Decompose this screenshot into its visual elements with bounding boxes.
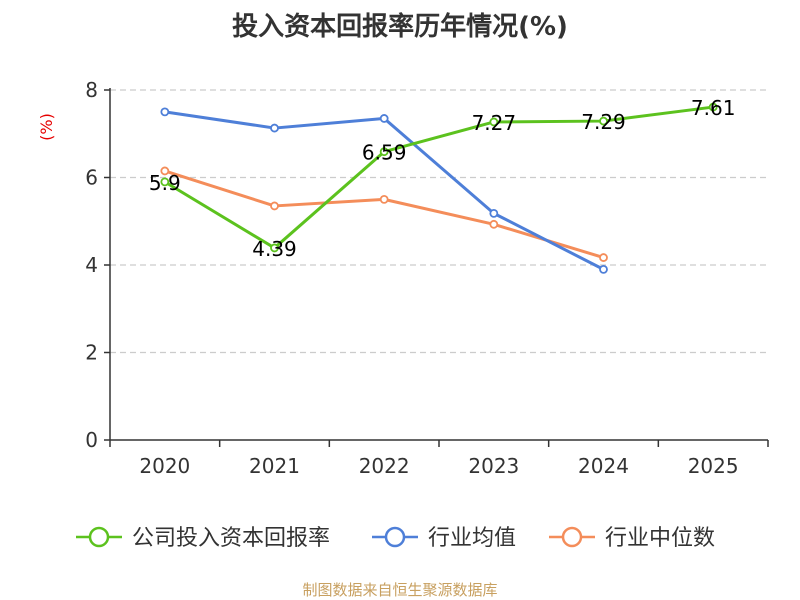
x-tick-label: 2024 xyxy=(578,454,629,478)
y-tick-label: 6 xyxy=(85,166,98,190)
data-label: 4.39 xyxy=(252,237,297,261)
y-tick-label: 4 xyxy=(85,253,98,277)
data-point xyxy=(379,147,389,157)
data-point xyxy=(379,114,389,123)
data-label: 6.59 xyxy=(362,141,407,165)
data-point xyxy=(160,177,170,187)
data-labels: 5.9 4.39 6.59 7.27 7.29 7.61 xyxy=(149,96,736,261)
chart-title: 投入资本回报率历年情况(%) xyxy=(232,12,568,42)
data-point xyxy=(489,117,499,127)
data-point xyxy=(599,264,608,274)
series-line-2 xyxy=(164,169,604,259)
x-tick-label: 2023 xyxy=(468,454,519,478)
x-tick-label: 2021 xyxy=(249,454,300,478)
data-point xyxy=(379,194,389,204)
data-point xyxy=(599,116,608,126)
legend-marker xyxy=(561,526,583,548)
y-tick-label: 0 xyxy=(85,428,98,452)
axes: 0 2 4 6 8 2020 2021 2022 2023 2024 2025 (%) xyxy=(37,78,769,478)
series-lines xyxy=(160,102,718,274)
data-label: 7.27 xyxy=(472,111,517,135)
x-tick-label: 2020 xyxy=(139,454,190,478)
grid-lines xyxy=(110,89,768,354)
data-point xyxy=(270,123,279,133)
legend: 公司投入资本回报率 行业均值 行业中位数 xyxy=(76,526,715,551)
data-label: 7.29 xyxy=(581,110,626,134)
data-point xyxy=(489,208,499,218)
data-point xyxy=(708,102,718,112)
data-point xyxy=(489,219,499,229)
x-tick-label: 2025 xyxy=(688,454,739,478)
legend-marker xyxy=(88,526,110,548)
data-point xyxy=(270,201,279,211)
y-tick-label: 2 xyxy=(85,341,98,365)
data-point xyxy=(160,166,170,176)
source-note: 制图数据来自恒生聚源数据库 xyxy=(302,581,498,599)
data-label: 7.61 xyxy=(691,96,736,120)
legend-marker xyxy=(384,526,406,548)
data-label: 5.9 xyxy=(149,171,181,195)
y-axis-label: (%) xyxy=(37,113,56,141)
x-tick-label: 2022 xyxy=(359,454,410,478)
legend-label: 公司投入资本回报率 xyxy=(132,526,330,551)
data-point xyxy=(270,243,279,253)
legend-label: 行业均值 xyxy=(428,526,516,551)
data-point xyxy=(160,107,170,117)
legend-label: 行业中位数 xyxy=(605,526,715,551)
series-line-0 xyxy=(164,105,714,250)
data-point xyxy=(599,253,608,262)
y-tick-label: 8 xyxy=(85,78,98,102)
